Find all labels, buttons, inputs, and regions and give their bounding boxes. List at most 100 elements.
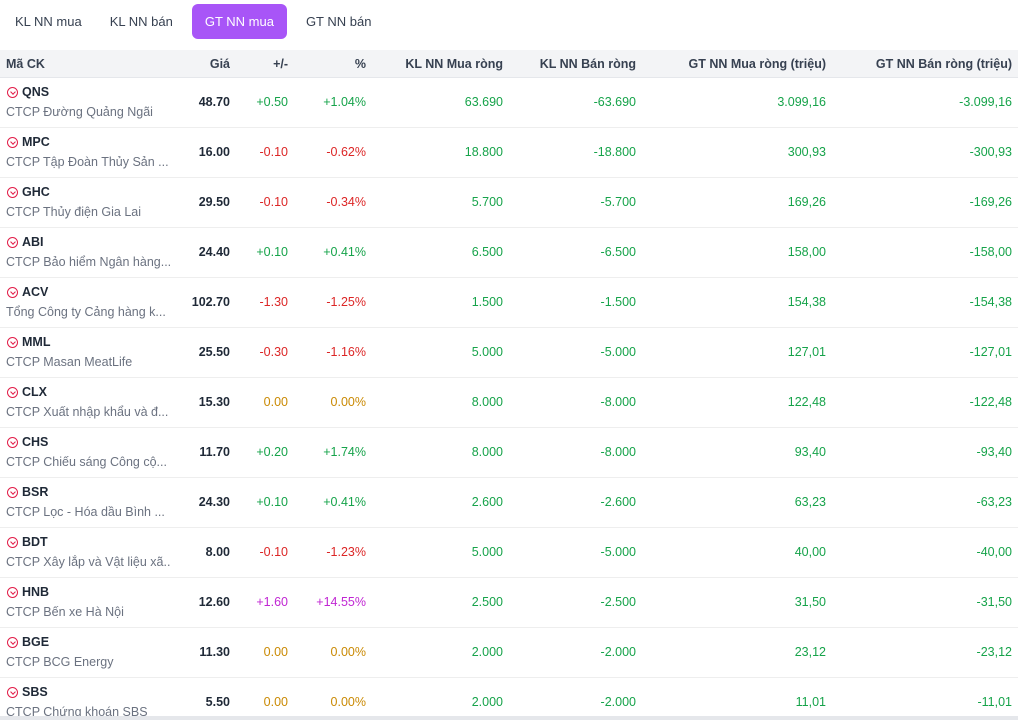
kl-sell-value: -8.000 bbox=[600, 395, 636, 409]
gt-buy-value: 154,38 bbox=[787, 295, 826, 309]
change-value: -0.10 bbox=[259, 145, 289, 159]
change-value: 0.00 bbox=[263, 645, 288, 659]
stock-symbol[interactable]: ACV bbox=[22, 285, 49, 299]
change-value: +1.60 bbox=[256, 595, 288, 609]
kl-buy-value: 18.800 bbox=[464, 145, 503, 159]
table-row[interactable]: CHS CTCP Chiếu sáng Công cộ... 11.70 +0.20 +… bbox=[0, 428, 1018, 478]
kl-sell-value: -18.800 bbox=[593, 145, 636, 159]
stock-symbol[interactable]: BSR bbox=[22, 485, 49, 499]
stock-symbol[interactable]: QNS bbox=[22, 85, 50, 99]
stock-symbol[interactable]: ABI bbox=[22, 235, 44, 249]
price-value: 12.60 bbox=[198, 595, 230, 609]
gt-sell-value: -23,12 bbox=[976, 645, 1012, 659]
kl-sell-value: -2.500 bbox=[600, 595, 636, 609]
table-row[interactable]: MPC CTCP Tập Đoàn Thủy Sản ... 16.00 -0.10 -… bbox=[0, 128, 1018, 178]
table-row[interactable]: BGE CTCP BCG Energy 11.30 0.00 0.00% 2.000 -2.… bbox=[0, 628, 1018, 678]
watchlist-icon[interactable] bbox=[7, 87, 18, 98]
company-name: CTCP Xây lắp và Vật liệu xã... bbox=[6, 555, 171, 569]
watchlist-icon[interactable] bbox=[7, 187, 18, 198]
horizontal-scrollbar[interactable] bbox=[0, 716, 1018, 720]
percent-value: +0.41% bbox=[323, 245, 366, 259]
stock-symbol[interactable]: CHS bbox=[22, 435, 49, 449]
watchlist-icon[interactable] bbox=[7, 287, 18, 298]
gt-buy-value: 122,48 bbox=[787, 395, 826, 409]
stock-symbol[interactable]: HNB bbox=[22, 585, 50, 599]
company-name: CTCP Thủy điện Gia Lai bbox=[6, 205, 142, 219]
watchlist-icon[interactable] bbox=[7, 637, 18, 648]
percent-value: -0.34% bbox=[326, 195, 366, 209]
price-value: 11.30 bbox=[199, 645, 230, 659]
gt-buy-value: 11,01 bbox=[795, 695, 826, 709]
stock-symbol[interactable]: BGE bbox=[22, 635, 50, 649]
gt-sell-value: -63,23 bbox=[976, 495, 1012, 509]
stock-symbol[interactable]: CLX bbox=[22, 385, 47, 399]
kl-buy-value: 8.000 bbox=[471, 445, 503, 459]
watchlist-icon[interactable] bbox=[7, 537, 18, 548]
change-value: -0.30 bbox=[259, 345, 289, 359]
gt-sell-value: -122,48 bbox=[969, 395, 1012, 409]
kl-buy-value: 2.000 bbox=[471, 645, 503, 659]
change-value: -0.10 bbox=[259, 195, 289, 209]
table-row[interactable]: CLX CTCP Xuất nhập khẩu và đ... 15.30 0.00 0… bbox=[0, 378, 1018, 428]
stock-symbol[interactable]: SBS bbox=[22, 685, 48, 699]
watchlist-icon[interactable] bbox=[7, 137, 18, 148]
table-row[interactable]: ACV Tổng Công ty Cảng hàng k... 102.70 -1.3… bbox=[0, 278, 1018, 328]
table-row[interactable]: SBS CTCP Chứng khoán SBS 5.50 0.00 0.00% 2.00… bbox=[0, 678, 1018, 720]
tab-kl-nn-ban[interactable]: KL NN bán bbox=[109, 14, 173, 29]
kl-sell-value: -5.000 bbox=[600, 545, 636, 559]
company-name: Tổng Công ty Cảng hàng k... bbox=[6, 305, 166, 319]
change-value: -1.30 bbox=[259, 295, 289, 309]
percent-value: -1.23% bbox=[326, 545, 366, 559]
watchlist-icon[interactable] bbox=[7, 387, 18, 398]
gt-buy-value: 31,50 bbox=[794, 595, 826, 609]
table-row[interactable]: ABI CTCP Bảo hiểm Ngân hàng... 24.40 +0.10 +… bbox=[0, 228, 1018, 278]
percent-value: 0.00% bbox=[330, 695, 366, 709]
change-value: -0.10 bbox=[259, 545, 289, 559]
price-value: 29.50 bbox=[198, 195, 230, 209]
gt-buy-value: 3.099,16 bbox=[777, 95, 826, 109]
price-value: 24.40 bbox=[198, 245, 230, 259]
table-row[interactable]: BDT CTCP Xây lắp và Vật liệu xã... 8.00 -0.… bbox=[0, 528, 1018, 578]
kl-sell-value: -1.500 bbox=[600, 295, 636, 309]
kl-buy-value: 2.500 bbox=[471, 595, 503, 609]
watchlist-icon[interactable] bbox=[7, 687, 18, 698]
gt-buy-value: 158,00 bbox=[787, 245, 826, 259]
stock-symbol[interactable]: MML bbox=[22, 335, 51, 349]
table-row[interactable]: MML CTCP Masan MeatLife 25.50 -0.30 -1.16% 5.… bbox=[0, 328, 1018, 378]
table-row[interactable]: QNS CTCP Đường Quảng Ngãi 48.70 +0.50 +1.04%… bbox=[0, 78, 1018, 128]
watchlist-icon[interactable] bbox=[7, 587, 18, 598]
table-row[interactable]: HNB CTCP Bến xe Hà Nội 12.60 +1.60 +14.55% 2.… bbox=[0, 578, 1018, 628]
watchlist-icon[interactable] bbox=[7, 437, 18, 448]
gt-buy-value: 40,00 bbox=[794, 545, 826, 559]
price-value: 48.70 bbox=[198, 95, 230, 109]
watchlist-icon[interactable] bbox=[7, 237, 18, 248]
kl-sell-value: -2.600 bbox=[600, 495, 636, 509]
price-value: 25.50 bbox=[198, 345, 230, 359]
gt-buy-value: 63,23 bbox=[794, 495, 826, 509]
percent-value: +1.04% bbox=[323, 95, 366, 109]
kl-buy-value: 63.690 bbox=[464, 95, 503, 109]
tab-gt-nn-mua[interactable]: GT NN mua bbox=[191, 4, 287, 39]
header-price: Giá bbox=[209, 57, 230, 71]
table-row[interactable]: BSR CTCP Lọc - Hóa dầu Bình ... 24.30 +0.10… bbox=[0, 478, 1018, 528]
gt-sell-value: -3.099,16 bbox=[959, 95, 1012, 109]
watchlist-icon[interactable] bbox=[7, 337, 18, 348]
kl-buy-value: 6.500 bbox=[471, 245, 503, 259]
kl-buy-value: 5.000 bbox=[471, 545, 503, 559]
tab-kl-nn-mua[interactable]: KL NN mua bbox=[15, 14, 82, 29]
tab-gt-nn-ban[interactable]: GT NN bán bbox=[305, 14, 372, 29]
price-value: 15.30 bbox=[198, 395, 230, 409]
watchlist-icon[interactable] bbox=[7, 487, 18, 498]
change-value: +0.10 bbox=[256, 495, 288, 509]
company-name: CTCP Xuất nhập khẩu và đ... bbox=[6, 405, 169, 419]
kl-buy-value: 5.000 bbox=[471, 345, 503, 359]
change-value: +0.50 bbox=[256, 95, 288, 109]
stock-symbol[interactable]: BDT bbox=[22, 535, 48, 549]
stock-symbol[interactable]: GHC bbox=[22, 185, 50, 199]
stock-symbol[interactable]: MPC bbox=[22, 135, 50, 149]
gt-sell-value: -158,00 bbox=[969, 245, 1012, 259]
change-value: +0.20 bbox=[256, 445, 288, 459]
change-value: 0.00 bbox=[263, 395, 288, 409]
table-row[interactable]: GHC CTCP Thủy điện Gia Lai 29.50 -0.10 -0.34… bbox=[0, 178, 1018, 228]
gt-sell-value: -169,26 bbox=[969, 195, 1012, 209]
